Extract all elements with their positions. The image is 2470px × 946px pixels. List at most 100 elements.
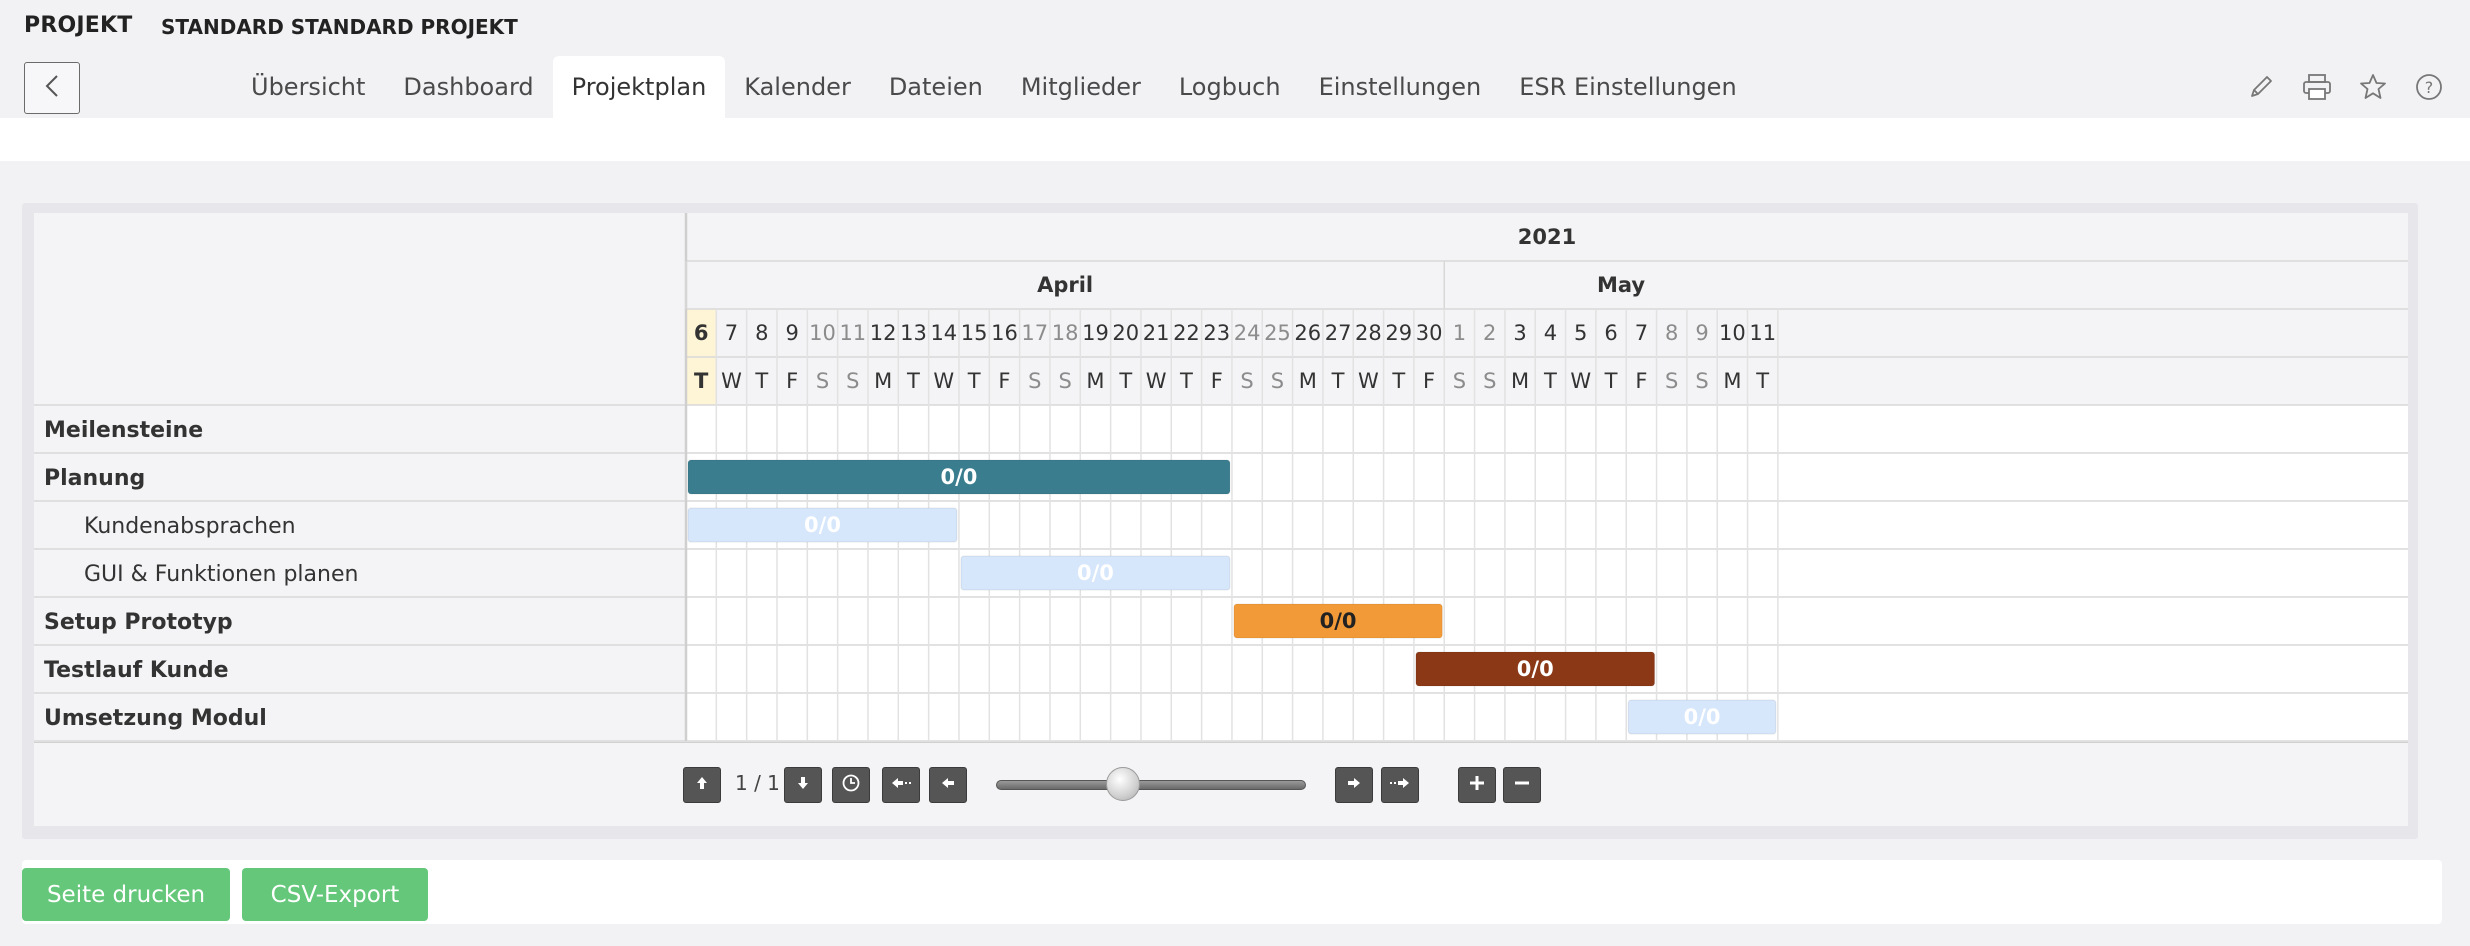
task-bar[interactable] <box>1233 603 1443 639</box>
weekday-label: M <box>1086 369 1104 393</box>
weekday-label: S <box>1695 369 1708 393</box>
task-bar[interactable] <box>687 459 1231 495</box>
tab-esr-einstellungen[interactable]: ESR Einstellungen <box>1519 73 1737 101</box>
task-bar-label: 0/0 <box>1077 561 1114 585</box>
scroll-left-button[interactable] <box>929 767 967 803</box>
arrow-right-icon <box>1346 775 1362 795</box>
scroll-down-button[interactable] <box>784 767 822 803</box>
chevron-left-icon <box>43 73 61 103</box>
section-label: PROJEKT <box>24 13 133 38</box>
tab-uebersicht[interactable]: Übersicht <box>251 73 366 101</box>
tab-dateien[interactable]: Dateien <box>888 73 983 101</box>
weekday-label: S <box>1665 369 1678 393</box>
day-number: 10 <box>809 321 836 345</box>
arrow-down-icon <box>795 775 811 795</box>
day-number: 26 <box>1294 321 1321 345</box>
zoom-slider-handle[interactable] <box>1106 767 1141 801</box>
day-number: 12 <box>870 321 897 345</box>
weekday-label: F <box>998 369 1010 393</box>
weekday-label: S <box>1271 369 1284 393</box>
year-label: 2021 <box>1518 225 1576 249</box>
tab-projektplan[interactable]: Projektplan <box>552 56 726 118</box>
zoom-out-button[interactable] <box>1503 767 1541 803</box>
weekday-label: T <box>1179 369 1193 393</box>
pencil-icon[interactable] <box>2244 70 2278 104</box>
task-bar[interactable] <box>1415 651 1656 687</box>
day-number: 19 <box>1082 321 1109 345</box>
weekday-label: T <box>694 369 709 393</box>
task-bar[interactable] <box>1627 699 1777 735</box>
task-bar-label: 0/0 <box>1684 705 1721 729</box>
task-bar-label: 0/0 <box>941 465 978 489</box>
day-number: 22 <box>1173 321 1200 345</box>
day-number: 1 <box>1453 321 1466 345</box>
scroll-right-button[interactable] <box>1335 767 1373 803</box>
weekday-label: T <box>906 369 920 393</box>
arrow-right-end-icon <box>1389 775 1411 795</box>
weekday-label: W <box>1570 369 1591 393</box>
page-count: 1 / 1 <box>735 771 780 795</box>
day-number: 30 <box>1416 321 1443 345</box>
weekday-label: W <box>721 369 742 393</box>
today-button[interactable] <box>832 767 870 803</box>
zoom-slider[interactable] <box>996 780 1306 790</box>
print-page-button[interactable]: Seite drucken <box>22 868 230 921</box>
svg-text:?: ? <box>2425 78 2434 97</box>
scroll-end-button[interactable] <box>1381 767 1419 803</box>
tab-logbuch[interactable]: Logbuch <box>1178 73 1281 101</box>
day-number: 18 <box>1052 321 1079 345</box>
tab-kalender[interactable]: Kalender <box>744 73 851 101</box>
task-name: Meilensteine <box>44 418 203 443</box>
weekday-label: M <box>1723 369 1741 393</box>
gantt-svg: April May20216T7W8T9F10S11S12M13T14W15T16… <box>34 213 2408 743</box>
day-number: 6 <box>694 321 709 345</box>
task-bar[interactable] <box>687 507 958 543</box>
weekday-label: F <box>1423 369 1435 393</box>
month-label: April <box>1037 273 1093 297</box>
weekday-label: W <box>1146 369 1167 393</box>
clock-icon <box>841 773 861 797</box>
day-number: 24 <box>1234 321 1261 345</box>
content-header-strip <box>0 118 2470 161</box>
day-number: 29 <box>1385 321 1412 345</box>
task-name: Testlauf Kunde <box>44 658 229 683</box>
day-number: 6 <box>1604 321 1617 345</box>
weekday-label: M <box>1299 369 1317 393</box>
scroll-up-button[interactable] <box>683 767 721 803</box>
day-number: 23 <box>1203 321 1230 345</box>
day-number: 13 <box>900 321 927 345</box>
gantt-chart: April May 2021 6 T 7 W 8 T 9 F 10 S 11 S 12 M 13 T 14 W 15 T 16… <box>34 213 2408 743</box>
day-number: 8 <box>755 321 768 345</box>
day-number: 15 <box>961 321 988 345</box>
project-tabs: Übersicht Dashboard Projektplan Kalender… <box>232 56 1756 118</box>
weekday-label: M <box>874 369 892 393</box>
day-number: 14 <box>930 321 957 345</box>
scroll-start-button[interactable] <box>882 767 920 803</box>
task-bar[interactable] <box>960 555 1231 591</box>
printer-icon[interactable] <box>2300 70 2334 104</box>
day-number: 7 <box>725 321 738 345</box>
arrow-left-icon <box>940 775 956 795</box>
tab-dashboard[interactable]: Dashboard <box>403 73 534 101</box>
day-number: 4 <box>1544 321 1557 345</box>
csv-export-button[interactable]: CSV-Export <box>242 868 428 921</box>
tab-mitglieder[interactable]: Mitglieder <box>1020 73 1141 101</box>
zoom-in-button[interactable] <box>1458 767 1496 803</box>
day-number: 3 <box>1513 321 1526 345</box>
task-name: Umsetzung Modul <box>44 706 267 731</box>
day-number: 11 <box>839 321 866 345</box>
weekday-label: W <box>933 369 954 393</box>
top-bar <box>0 0 2470 118</box>
star-icon[interactable] <box>2356 70 2390 104</box>
plus-icon <box>1469 775 1485 795</box>
weekday-label: S <box>846 369 859 393</box>
weekday-label: T <box>1604 369 1618 393</box>
toolbar: ? <box>2244 70 2446 104</box>
back-button[interactable] <box>24 62 80 114</box>
day-number: 25 <box>1264 321 1291 345</box>
tab-einstellungen[interactable]: Einstellungen <box>1318 73 1482 101</box>
help-icon[interactable]: ? <box>2412 70 2446 104</box>
timeline-body <box>686 405 2408 741</box>
day-number: 10 <box>1719 321 1746 345</box>
task-name: Setup Prototyp <box>44 610 233 635</box>
